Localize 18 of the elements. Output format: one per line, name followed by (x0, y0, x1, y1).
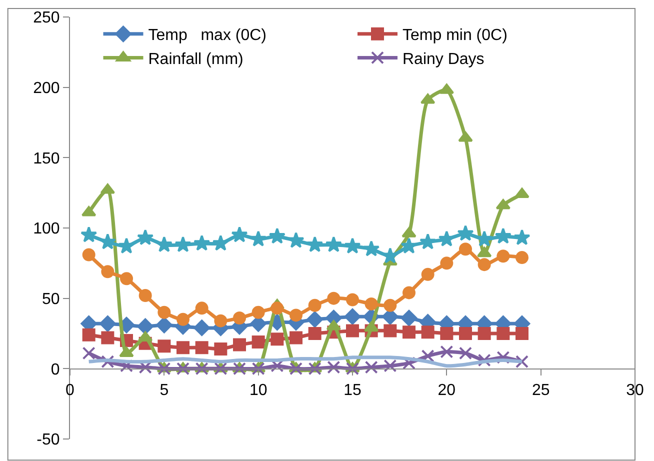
y-tick-label: 100 (33, 220, 60, 238)
y-tick-label: 0 (50, 361, 60, 378)
legend-label: Rainfall (mm) (148, 50, 244, 68)
y-tick-label: 250 (33, 10, 60, 27)
legend-label: Temp max (0C) (148, 27, 266, 44)
x-tick-label: 5 (160, 382, 169, 399)
legend-label: Rainy Days (402, 50, 484, 68)
y-tick-label: 200 (33, 80, 60, 97)
x-tick-label: 25 (532, 382, 550, 399)
x-tick-label: 30 (626, 382, 644, 399)
x-tick-label: 20 (438, 382, 456, 399)
x-tick-label: 10 (249, 382, 268, 399)
y-tick-label: 150 (33, 150, 60, 168)
legend-label: Temp min (0C) (402, 27, 508, 44)
y-tick-label: 50 (42, 290, 60, 308)
x-tick-label: 0 (66, 382, 75, 399)
x-tick-label: 15 (344, 382, 362, 399)
y-tick-label: -50 (36, 432, 60, 449)
